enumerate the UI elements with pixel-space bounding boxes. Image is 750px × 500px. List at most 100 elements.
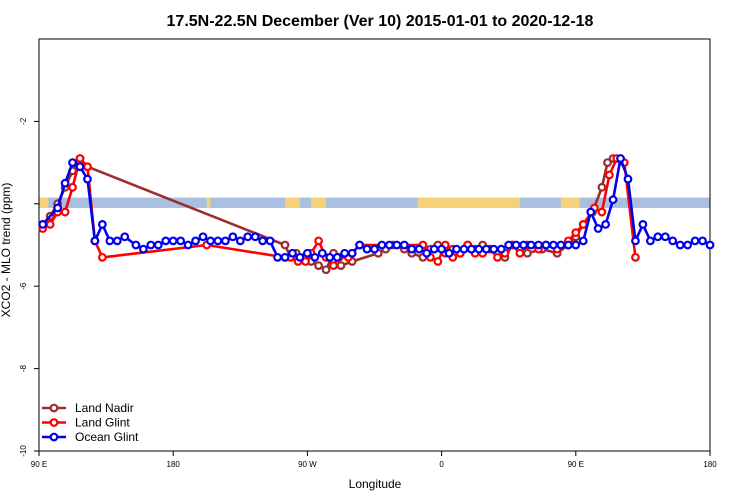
data-point (273, 252, 282, 262)
data-point (362, 244, 372, 254)
data-point (228, 232, 238, 242)
data-point (683, 240, 693, 250)
chart-title: 17.5N-22.5N December (Ver 10) 2015-01-01… (167, 13, 594, 30)
data-point (235, 236, 245, 246)
data-point (631, 252, 640, 262)
data-point (213, 236, 223, 246)
land-segment (206, 197, 211, 208)
data-point (631, 236, 640, 246)
ocean-strip (39, 197, 710, 208)
data-point (138, 244, 148, 254)
legend-marker (49, 418, 59, 427)
legend-item: Land Glint (42, 416, 130, 430)
data-point (467, 244, 476, 254)
data-point (183, 240, 193, 250)
data-point (68, 182, 77, 192)
data-point (597, 207, 607, 217)
data-point (597, 182, 607, 192)
y-tick-label: -2 (19, 117, 28, 125)
data-point (146, 240, 156, 250)
data-point (556, 240, 566, 250)
data-point (60, 207, 70, 217)
data-point (638, 219, 648, 229)
data-point (578, 236, 588, 246)
data-point (90, 236, 100, 246)
data-point (496, 244, 506, 254)
data-point (392, 240, 402, 250)
data-point (399, 240, 409, 250)
data-point (489, 244, 499, 254)
data-point (519, 240, 529, 250)
data-point (83, 174, 92, 184)
data-point (191, 236, 200, 246)
data-point (314, 236, 323, 246)
x-tick-label: 90 E (31, 460, 47, 469)
data-point (526, 240, 536, 250)
data-point (690, 236, 700, 246)
data-point (603, 158, 612, 168)
y-tick-label: -10 (19, 445, 28, 457)
legend-label: Ocean Glint (75, 430, 139, 444)
data-point (303, 248, 312, 258)
data-point (452, 244, 461, 254)
y-axis-label: XCO2 - MLO trend (ppm) (0, 183, 13, 318)
data-point (310, 252, 320, 262)
x-tick-label: 90 E (568, 460, 584, 469)
x-tick-label: 180 (167, 460, 181, 469)
data-point (347, 248, 357, 258)
land-segment (311, 197, 327, 208)
data-point (437, 244, 447, 254)
data-point (586, 207, 596, 217)
data-point (444, 248, 454, 258)
data-point (45, 219, 55, 229)
data-point (105, 236, 115, 246)
legend-marker (49, 403, 59, 413)
data-point (616, 154, 625, 163)
data-point (83, 162, 92, 172)
data-point (336, 261, 346, 271)
data-point (414, 244, 424, 254)
data-point (301, 257, 310, 266)
y-tick-label: -8 (19, 364, 28, 372)
data-point (385, 240, 394, 250)
data-point (515, 248, 525, 258)
series-ocean-glint (38, 154, 715, 262)
data-point (206, 236, 215, 246)
data-point (370, 244, 379, 254)
data-point (75, 162, 85, 172)
data-point (578, 219, 588, 229)
data-point (258, 236, 268, 246)
data-point (541, 240, 551, 250)
data-point (168, 236, 178, 246)
data-point (60, 178, 70, 188)
data-point (705, 240, 715, 250)
data-point (220, 236, 230, 246)
data-point (53, 203, 63, 213)
data-point (243, 232, 253, 242)
land-segment (285, 197, 300, 208)
data-point (265, 236, 275, 246)
data-point (522, 248, 532, 258)
data-point (250, 232, 260, 242)
data-point (601, 219, 611, 229)
legend-label: Land Nadir (75, 401, 134, 415)
legend-marker (49, 432, 59, 442)
series-layer (38, 154, 715, 275)
data-point (355, 240, 364, 250)
land-segment (417, 197, 520, 208)
data-point (75, 154, 85, 163)
data-point (563, 240, 573, 250)
data-point (675, 240, 685, 250)
data-point (131, 240, 141, 250)
x-axis-label: Longitude (349, 477, 402, 491)
data-point (571, 240, 581, 250)
data-point (176, 236, 186, 246)
data-point (504, 240, 514, 250)
data-point (97, 252, 107, 262)
data-point (481, 244, 491, 254)
data-point (97, 219, 107, 229)
data-point (604, 170, 614, 180)
data-point (120, 232, 130, 242)
legend-item: Ocean Glint (42, 430, 139, 444)
